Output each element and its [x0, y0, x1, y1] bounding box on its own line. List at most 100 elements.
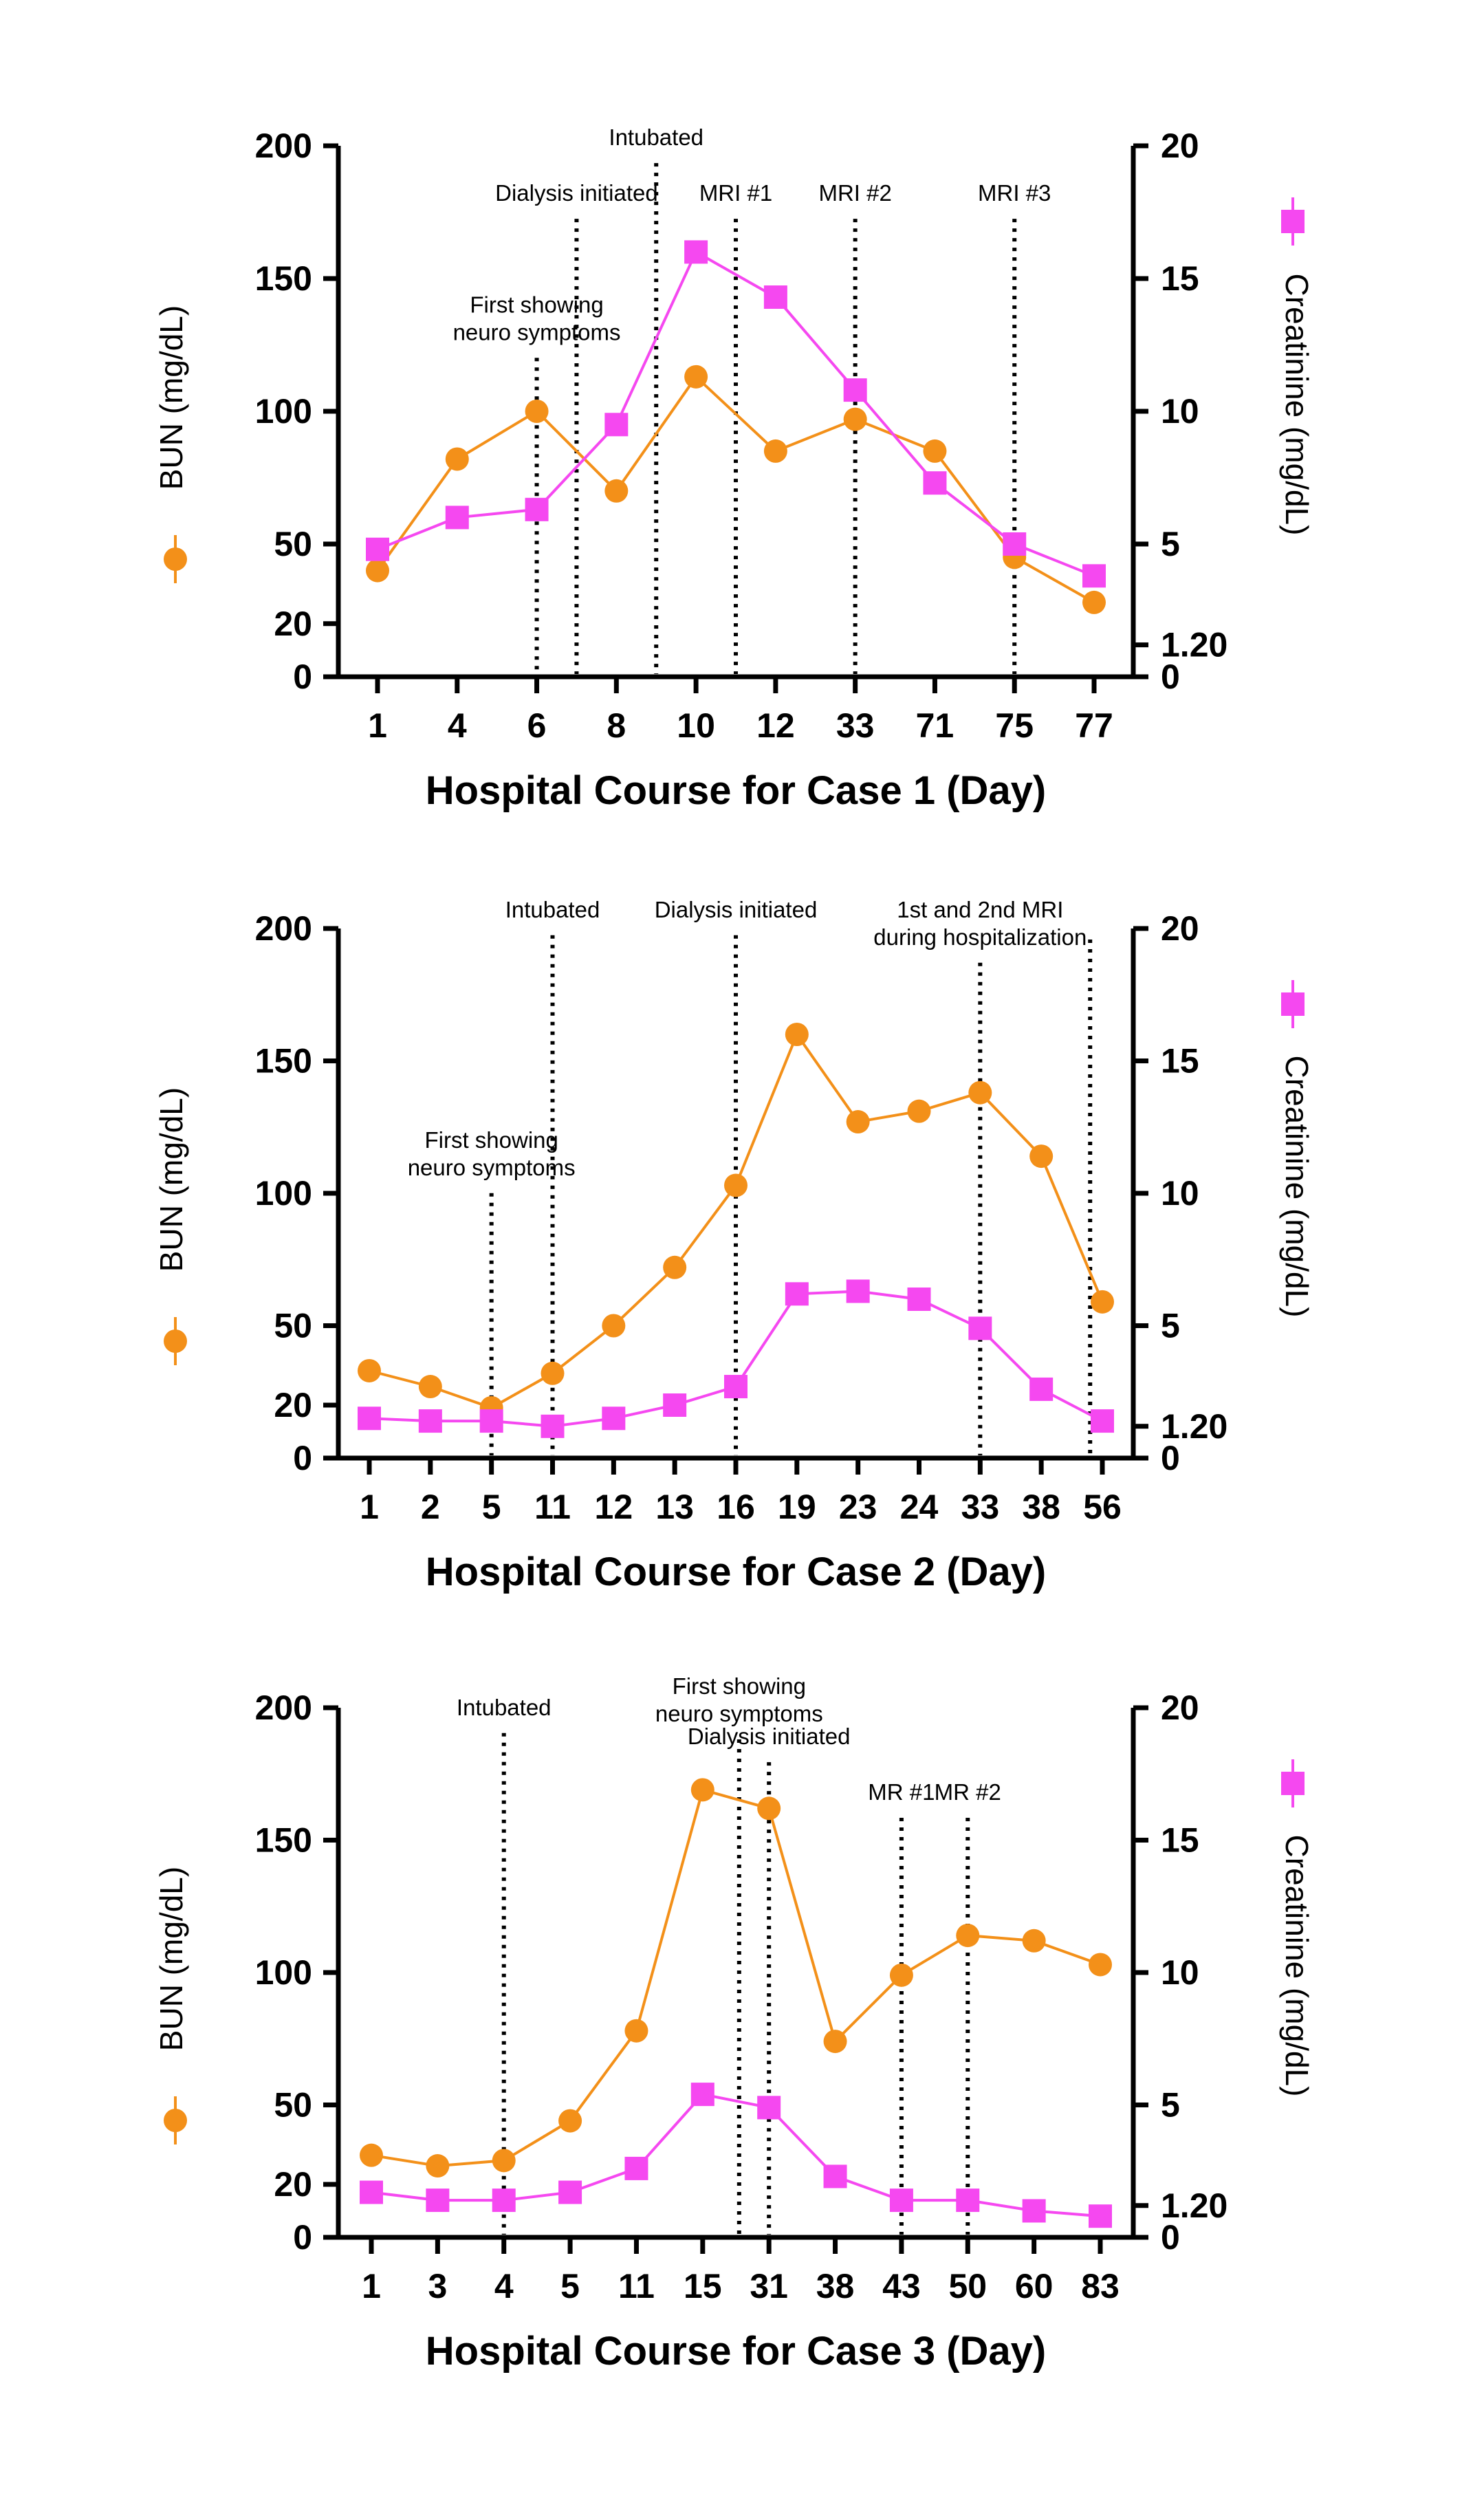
legend-creatinine [1281, 197, 1305, 246]
bun-data-point [1022, 1929, 1046, 1953]
right-y-axis-title: Creatinine (mg/dL) [1279, 274, 1315, 536]
creatinine-data-point [558, 2180, 582, 2204]
right-y-tick-label: 15 [1161, 1821, 1199, 1860]
bun-data-point [1089, 1953, 1112, 1977]
bun-data-point [956, 1924, 980, 1948]
legend-bun-marker [164, 1329, 187, 1353]
bun-data-point [684, 365, 708, 389]
x-tick-label: 24 [900, 1488, 939, 1526]
creatinine-data-point [445, 506, 469, 530]
bun-data-point [624, 2019, 648, 2043]
x-axis-title: Hospital Course for Case 3 (Day) [426, 2329, 1046, 2374]
legend-bun [164, 2096, 187, 2144]
legend-creatinine [1281, 1759, 1305, 1807]
x-tick-label: 83 [1081, 2267, 1120, 2305]
x-tick-label: 11 [618, 2267, 655, 2305]
bun-data-point [663, 1255, 687, 1279]
event-annotation-label: 1st and 2nd MRI [897, 897, 1063, 922]
creatinine-series-line [371, 2092, 1101, 2218]
x-tick-label: 50 [948, 2267, 987, 2305]
right-y-tick-label: 5 [1161, 2086, 1180, 2125]
right-y-tick-label: 20 [1161, 1688, 1199, 1727]
x-tick-label: 1 [362, 2267, 381, 2305]
left-y-tick-label: 200 [255, 1688, 312, 1727]
creatinine-data-point [684, 240, 708, 264]
bun-data-point [907, 1099, 931, 1123]
x-tick-label: 75 [995, 706, 1034, 745]
right-y-tick-label: 15 [1161, 1042, 1199, 1080]
event-annotation-label: Dialysis initiated [655, 897, 818, 922]
x-tick-label: 16 [717, 1488, 755, 1526]
right-y-tick-label: 5 [1161, 1307, 1180, 1345]
x-tick-label: 56 [1083, 1488, 1122, 1526]
x-tick-label: 10 [677, 706, 715, 745]
left-y-tick-label: 20 [274, 605, 312, 643]
right-y-tick-label: 10 [1161, 1174, 1199, 1213]
x-tick-label: 12 [756, 706, 795, 745]
right-y-axis-title: Creatinine (mg/dL) [1279, 1056, 1315, 1318]
x-tick-label: 12 [595, 1488, 633, 1526]
x-tick-label: 11 [534, 1488, 571, 1526]
x-tick-label: 6 [527, 706, 547, 745]
event-annotation-label: neuro symptoms [453, 319, 621, 345]
left-y-tick-label: 20 [274, 2165, 312, 2204]
bun-data-point [1091, 1290, 1114, 1314]
right-y-tick-label: 15 [1161, 259, 1199, 298]
bun-data-point [426, 2154, 450, 2178]
x-tick-label: 60 [1015, 2267, 1054, 2305]
x-axis-title: Hospital Course for Case 2 (Day) [426, 1550, 1046, 1594]
x-tick-label: 13 [655, 1488, 694, 1526]
right-y-tick-label: 1.20 [1161, 2186, 1227, 2225]
bun-data-point [923, 439, 947, 463]
x-tick-label: 5 [482, 1488, 501, 1526]
bun-data-point [846, 1110, 870, 1134]
creatinine-series-line [377, 250, 1095, 578]
event-annotation-label: Dialysis initiated [495, 180, 658, 206]
event-annotation-label: MR #1 [868, 1779, 935, 1805]
left-y-tick-label: 150 [255, 1821, 312, 1860]
creatinine-data-point [1082, 564, 1106, 588]
bun-data-point [525, 400, 549, 423]
event-annotation-label: MRI #1 [699, 180, 772, 206]
creatinine-data-point [923, 471, 947, 495]
left-y-tick-label: 100 [255, 392, 312, 431]
bun-data-point [541, 1361, 565, 1385]
creatinine-data-point [602, 1406, 626, 1431]
creatinine-data-point [1091, 1409, 1114, 1433]
creatinine-data-point [366, 537, 389, 561]
x-tick-label: 5 [560, 2267, 580, 2305]
bun-data-point [763, 439, 787, 463]
x-tick-label: 71 [916, 706, 954, 745]
bun-series-line [371, 1788, 1101, 2168]
event-annotation-label: neuro symptoms [655, 1701, 823, 1726]
bun-data-point [724, 1173, 748, 1197]
creatinine-data-point [889, 2188, 913, 2213]
left-y-tick-label: 150 [255, 1042, 312, 1080]
bun-data-point [492, 2149, 516, 2173]
creatinine-data-point [1029, 1377, 1054, 1401]
creatinine-data-point [1003, 532, 1027, 556]
right-y-tick-label: 0 [1161, 658, 1180, 696]
event-annotation-label: during hospitalization [873, 924, 1087, 950]
legend-bun-marker [164, 547, 187, 571]
legend-bun [164, 535, 187, 583]
x-tick-label: 3 [428, 2267, 447, 2305]
creatinine-data-point [492, 2188, 516, 2213]
bun-data-point [823, 2030, 847, 2054]
x-tick-label: 43 [882, 2267, 921, 2305]
event-annotation-label: MRI #2 [818, 180, 891, 206]
right-y-tick-label: 5 [1161, 525, 1180, 563]
legend-creatinine-marker [1281, 210, 1305, 233]
right-y-tick-label: 0 [1161, 1439, 1180, 1477]
left-y-tick-label: 0 [293, 658, 312, 696]
event-annotation-label: Dialysis initiated [688, 1724, 851, 1749]
right-y-tick-label: 20 [1161, 909, 1199, 948]
bun-data-point [1082, 590, 1106, 614]
legend-bun-marker [164, 2109, 187, 2132]
bun-data-point [690, 1778, 714, 1802]
creatinine-data-point [968, 1316, 992, 1340]
creatinine-data-point [757, 2096, 781, 2120]
x-tick-label: 8 [607, 706, 626, 745]
event-annotation-label: MRI #3 [978, 180, 1051, 206]
